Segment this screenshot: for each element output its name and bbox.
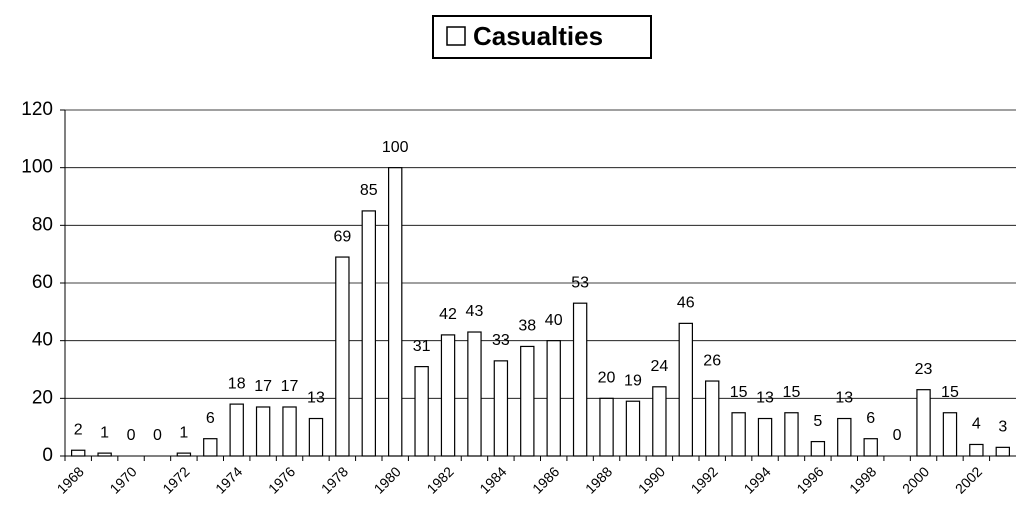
bar: [942, 412, 958, 457]
bar: [678, 322, 693, 457]
legend-label: Casualties: [473, 21, 603, 51]
data-label: 17: [254, 378, 272, 395]
bar: [361, 210, 376, 457]
x-tick-label: 1974: [212, 463, 245, 496]
bar: [625, 400, 641, 457]
data-label: 40: [545, 312, 563, 329]
data-label: 31: [413, 338, 431, 355]
bar: [255, 406, 271, 457]
data-label: 15: [783, 384, 801, 401]
y-tick-label: 20: [32, 387, 53, 408]
bar: [969, 443, 984, 457]
data-label: 43: [466, 303, 484, 320]
data-label: 17: [281, 378, 299, 395]
x-tick-label: 1972: [159, 463, 192, 496]
y-tick-label: 80: [32, 214, 53, 235]
data-label: 53: [571, 274, 589, 291]
x-tick-label: 1986: [529, 463, 562, 496]
bar: [467, 331, 482, 457]
data-label: 15: [730, 384, 748, 401]
data-label: 3: [998, 419, 1007, 436]
x-tick-label: 1996: [793, 463, 826, 496]
data-label: 0: [127, 427, 136, 444]
data-label: 0: [153, 427, 162, 444]
y-tick-label: 60: [32, 272, 53, 293]
data-label: 26: [703, 352, 721, 369]
bar: [308, 417, 324, 457]
data-label: 23: [915, 361, 933, 378]
data-label: 18: [228, 375, 246, 392]
x-tick-label: 1988: [582, 463, 615, 496]
data-label: 13: [835, 390, 853, 407]
bar: [335, 256, 350, 457]
bar: [599, 397, 614, 457]
data-label: 46: [677, 295, 695, 312]
legend-swatch: [446, 26, 466, 46]
x-tick-label: 1998: [846, 463, 879, 496]
data-label: 100: [382, 139, 409, 156]
bar: [282, 406, 297, 457]
bar: [995, 446, 1010, 457]
x-tick-label: 1980: [371, 463, 404, 496]
data-label: 38: [518, 318, 536, 335]
x-tick-label: 1968: [54, 463, 87, 496]
data-label: 6: [206, 410, 215, 427]
bar: [203, 438, 218, 457]
y-tick-label: 120: [21, 99, 53, 120]
bar: [229, 403, 244, 457]
data-label: 33: [492, 332, 510, 349]
bar: [916, 389, 931, 457]
bar: [546, 340, 561, 457]
data-label: 69: [333, 228, 351, 245]
bar: [731, 412, 746, 457]
data-label: 0: [893, 427, 902, 444]
bar: [863, 438, 878, 457]
data-label: 1: [100, 424, 109, 441]
data-label: 24: [650, 358, 668, 375]
data-label: 2: [74, 421, 83, 438]
bar: [520, 345, 535, 457]
x-tick-label: 1984: [476, 463, 509, 496]
data-label: 42: [439, 306, 457, 323]
bar: [810, 440, 826, 457]
bar: [757, 417, 773, 457]
x-tick-label: 1992: [688, 463, 721, 496]
x-tick-label: 1978: [318, 463, 351, 496]
x-tick-label: 1990: [635, 463, 668, 496]
bar: [784, 412, 799, 457]
data-label: 20: [598, 370, 616, 387]
data-label: 5: [813, 413, 822, 430]
bar: [493, 360, 509, 457]
y-tick-label: 0: [42, 445, 53, 466]
bar: [71, 449, 86, 457]
bar: [414, 366, 429, 457]
data-label: 4: [972, 416, 981, 433]
data-label: 85: [360, 182, 378, 199]
bar: [572, 302, 588, 457]
data-label: 15: [941, 384, 959, 401]
x-tick-label: 2002: [952, 463, 985, 496]
bar: [837, 417, 852, 457]
x-tick-label: 1970: [106, 463, 139, 496]
data-label: 13: [307, 390, 325, 407]
bar: [97, 452, 112, 457]
bar: [176, 452, 192, 457]
x-tick-label: 2000: [899, 463, 932, 496]
x-tick-label: 1994: [740, 463, 773, 496]
x-tick-label: 1976: [265, 463, 298, 496]
bar: [440, 334, 456, 457]
bar: [652, 386, 667, 457]
bar: [388, 167, 403, 457]
data-label: 13: [756, 390, 774, 407]
y-tick-label: 100: [21, 157, 53, 178]
bar: [705, 380, 720, 457]
x-tick-label: 1982: [423, 463, 456, 496]
data-label: 19: [624, 372, 642, 389]
data-label: 6: [866, 410, 875, 427]
data-label: 1: [179, 424, 188, 441]
legend-box: [432, 15, 652, 59]
y-tick-label: 40: [32, 330, 53, 351]
